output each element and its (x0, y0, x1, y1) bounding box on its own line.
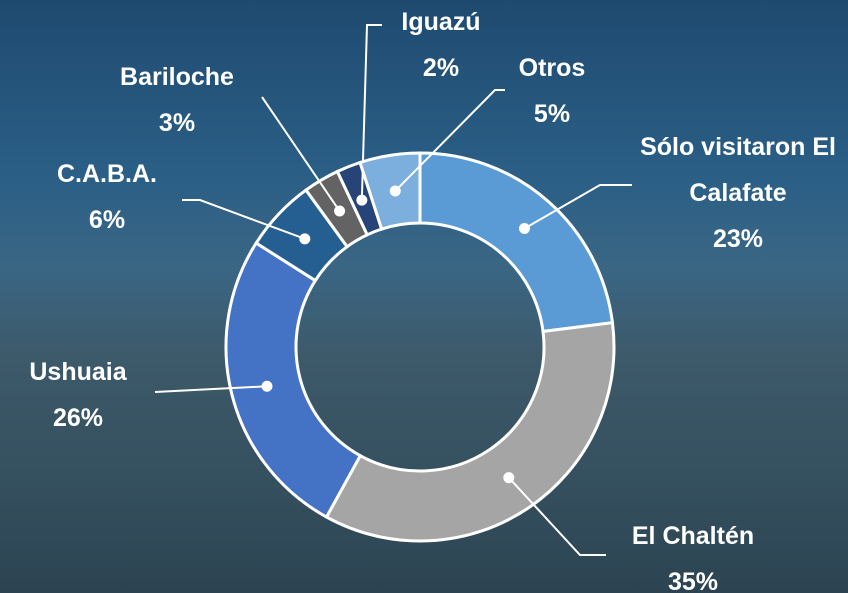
data-label: C.A.B.A. 6% (37, 151, 177, 243)
category-label: Ushuaia (29, 358, 127, 386)
data-label: Bariloche 3% (97, 54, 257, 146)
leader-dot (356, 194, 368, 206)
value-label: 23% (712, 225, 764, 253)
leader-line (154, 385, 268, 393)
leader-dot (334, 205, 346, 217)
data-label: El Chaltén 35% (593, 513, 793, 593)
category-label: C.A.B.A. (57, 160, 157, 188)
category-label: Sólo visitaron El Calafate (640, 133, 836, 207)
value-label: 2% (422, 54, 460, 82)
value-label: 5% (533, 100, 571, 128)
value-label: 35% (667, 568, 719, 593)
leader-dot (389, 185, 401, 197)
leader-dot (261, 380, 273, 392)
leader-line (360, 24, 382, 201)
leader-line (182, 199, 306, 240)
data-label: Otros 5% (492, 45, 612, 137)
leader-line (261, 96, 341, 212)
donut-segment (324, 321, 616, 543)
leader-dot (518, 222, 530, 234)
donut-segment (224, 240, 363, 520)
value-label: 6% (88, 206, 126, 234)
leader-dot (503, 472, 515, 484)
category-label: Iguazú (401, 8, 481, 36)
data-label: Iguazú 2% (381, 0, 501, 91)
category-label: Otros (518, 54, 586, 82)
value-label: 3% (158, 109, 196, 137)
leader-line (523, 184, 632, 230)
leader-line (508, 477, 606, 556)
data-label: Sólo visitaron El Calafate 23% (631, 124, 846, 262)
leader-dot (299, 233, 311, 245)
data-label: Ushuaia 26% (8, 349, 148, 441)
category-label: El Chaltén (631, 522, 755, 550)
value-label: 26% (52, 404, 104, 432)
donut-segment (418, 151, 615, 334)
leader-line (394, 89, 505, 192)
category-label: Bariloche (120, 63, 234, 91)
